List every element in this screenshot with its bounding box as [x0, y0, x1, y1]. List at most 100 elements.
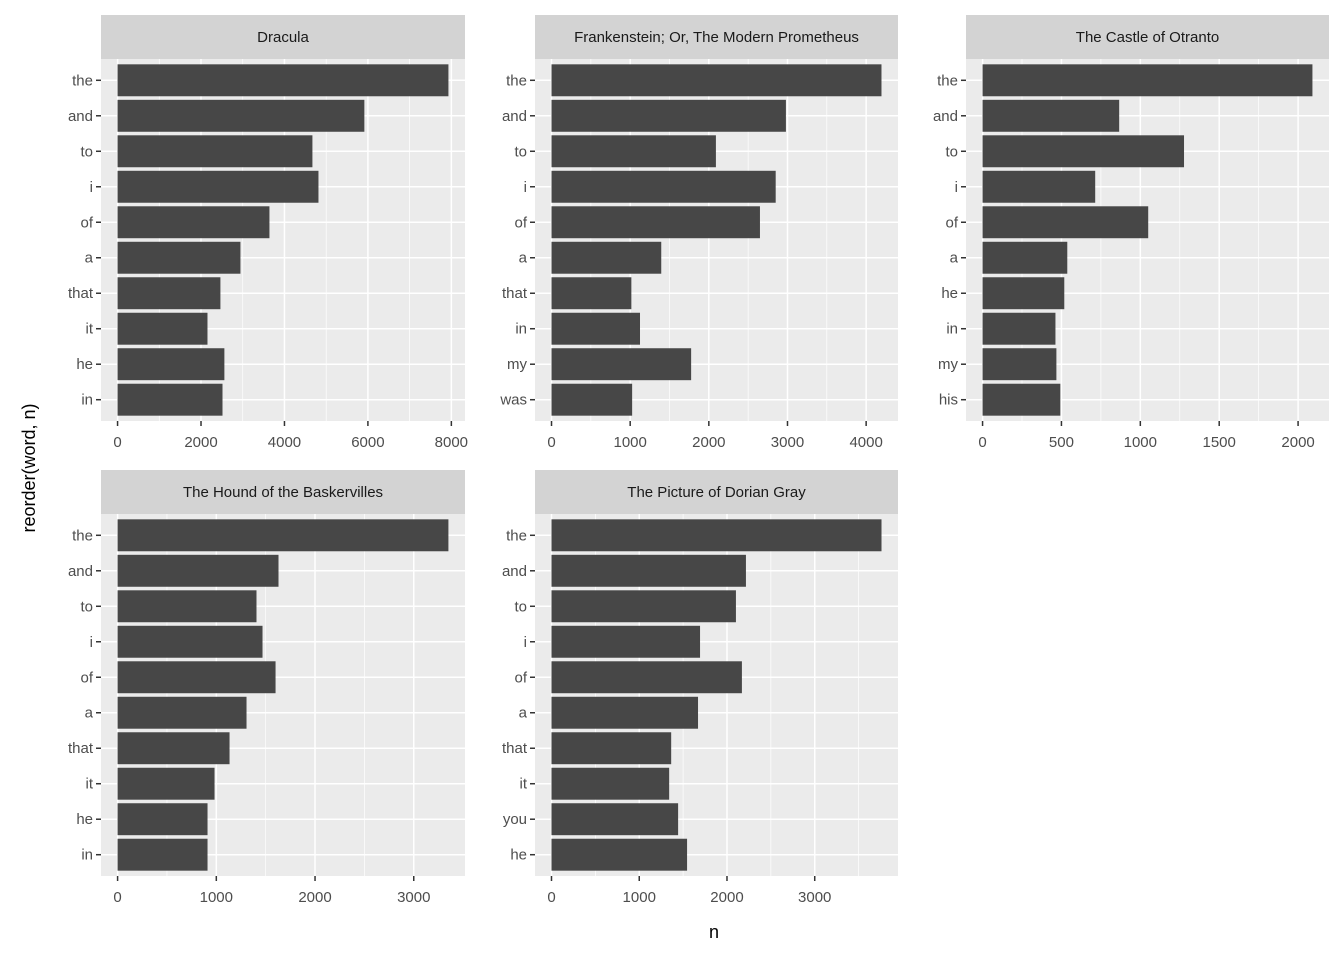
facet-panel: The Castle of Otranto the and to i of a he in my h…: [933, 15, 1329, 451]
y-tick-label: it: [520, 776, 528, 793]
y-tick-label: of: [80, 214, 93, 231]
facet-title: Frankenstein; Or, The Modern Prometheus: [574, 29, 859, 46]
y-tick-label: a: [519, 250, 528, 267]
bar: [982, 64, 1313, 97]
facet-title: The Castle of Otranto: [1076, 29, 1219, 46]
bar: [551, 519, 882, 552]
bar: [982, 170, 1096, 203]
bar: [551, 241, 662, 274]
y-tick-label: he: [76, 356, 93, 373]
y-tick-label: it: [86, 776, 94, 793]
bar: [551, 732, 672, 765]
y-tick-label: i: [90, 179, 93, 196]
facet-title: Dracula: [257, 29, 309, 46]
bar: [117, 277, 221, 310]
x-tick-label: 1000: [1124, 434, 1157, 451]
facet-strip: [535, 470, 898, 514]
bar: [117, 803, 208, 836]
bar: [117, 241, 241, 274]
y-tick-label: my: [507, 356, 527, 373]
y-tick-label: that: [68, 740, 94, 757]
bar: [982, 348, 1057, 381]
bar: [551, 803, 679, 836]
bar: [551, 554, 746, 587]
bar: [117, 554, 279, 587]
x-tick-label: 0: [978, 434, 986, 451]
x-tick-label: 2000: [692, 434, 725, 451]
bar: [551, 135, 716, 168]
bar: [551, 99, 786, 132]
bar: [982, 277, 1065, 310]
y-tick-label: that: [502, 285, 528, 302]
y-tick-label: and: [68, 563, 93, 580]
x-tick-label: 1000: [200, 889, 233, 906]
x-tick-label: 2000: [298, 889, 331, 906]
y-tick-label: you: [503, 811, 527, 828]
x-tick-label: 6000: [351, 434, 384, 451]
y-tick-label: in: [81, 392, 93, 409]
y-tick-label: he: [76, 811, 93, 828]
x-tick-label: 3000: [798, 889, 831, 906]
bar: [551, 696, 699, 729]
y-tick-label: and: [502, 563, 527, 580]
x-tick-label: 0: [547, 889, 555, 906]
facet-panel: Dracula the and to i of a that it he in 0 2000 4000 60…: [68, 15, 468, 451]
facet-title: The Hound of the Baskervilles: [183, 484, 383, 501]
bar: [117, 661, 276, 694]
y-tick-label: a: [85, 250, 94, 267]
bar: [117, 99, 365, 132]
bar: [982, 99, 1120, 132]
facet-strip: [535, 15, 898, 59]
y-tick-label: to: [80, 598, 93, 615]
y-tick-label: i: [524, 634, 527, 651]
y-tick-label: his: [939, 392, 958, 409]
x-tick-label: 500: [1049, 434, 1074, 451]
bar: [117, 383, 223, 416]
y-tick-label: i: [955, 179, 958, 196]
bar: [982, 312, 1056, 345]
x-tick-label: 0: [113, 889, 121, 906]
facet-strip: [966, 15, 1329, 59]
x-tick-label: 3000: [397, 889, 430, 906]
bar: [551, 767, 670, 800]
bar: [117, 590, 257, 623]
y-tick-label: i: [524, 179, 527, 196]
y-tick-label: to: [514, 143, 527, 160]
y-tick-label: of: [945, 214, 958, 231]
facet-panel: The Picture of Dorian Gray the and to i of a th…: [502, 470, 898, 906]
facet-panel: Frankenstein; Or, The Modern Prometheus t…: [499, 15, 898, 451]
bar: [551, 625, 701, 658]
bar: [551, 590, 736, 623]
x-tick-label: 2000: [1281, 434, 1314, 451]
x-tick-label: 0: [113, 434, 121, 451]
y-tick-label: of: [80, 669, 93, 686]
x-axis-title: n: [709, 922, 719, 942]
y-tick-label: to: [945, 143, 958, 160]
bar: [982, 206, 1149, 239]
y-tick-label: the: [937, 72, 958, 89]
y-tick-label: to: [80, 143, 93, 160]
x-tick-label: 2000: [710, 889, 743, 906]
y-tick-label: in: [515, 321, 527, 338]
y-tick-label: of: [514, 214, 527, 231]
y-tick-label: the: [72, 527, 93, 544]
y-tick-label: and: [68, 108, 93, 125]
y-axis-title: reorder(word, n): [19, 403, 39, 532]
bar: [982, 383, 1061, 416]
bar: [551, 277, 632, 310]
bar: [117, 135, 313, 168]
bar: [551, 312, 641, 345]
x-tick-label: 2000: [184, 434, 217, 451]
bar: [117, 767, 215, 800]
bar: [117, 519, 449, 552]
bar: [117, 732, 230, 765]
bar: [551, 206, 760, 239]
y-tick-label: my: [938, 356, 958, 373]
bar: [117, 312, 208, 345]
bar: [117, 348, 225, 381]
y-tick-label: the: [506, 72, 527, 89]
y-tick-label: to: [514, 598, 527, 615]
y-tick-label: in: [81, 847, 93, 864]
y-tick-label: a: [950, 250, 959, 267]
